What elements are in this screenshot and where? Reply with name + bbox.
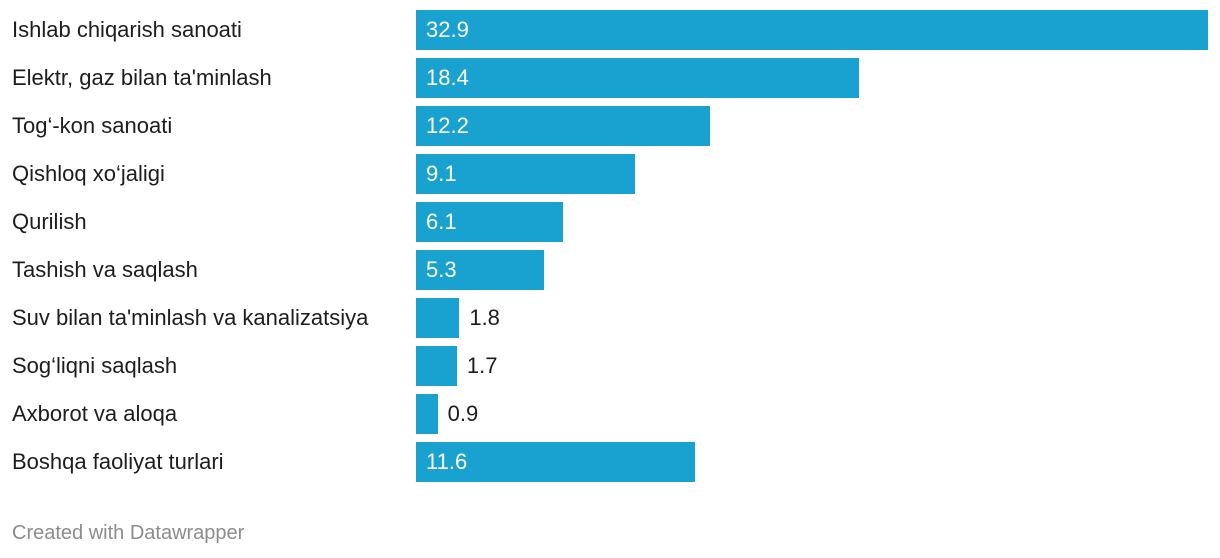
value-label: 18.4	[426, 65, 469, 90]
value-label: 1.7	[466, 353, 498, 378]
bar	[416, 442, 696, 482]
bar	[416, 394, 438, 434]
bar-row: Tashish va saqlash 5.3	[0, 250, 1220, 290]
category-label: Axborot va aloqa	[12, 401, 178, 426]
bar-row: Elektr, gaz bilan ta'minlash 18.4	[0, 58, 1220, 98]
bar	[416, 10, 1208, 50]
value-label: 11.6	[426, 449, 468, 474]
bar-row: Boshqa faoliyat turlari 11.6	[0, 442, 1220, 482]
footer-credit: Created with Datawrapper	[12, 522, 245, 544]
bar	[416, 346, 457, 386]
category-label: Boshqa faoliyat turlari	[12, 449, 224, 474]
category-label: Qurilish	[12, 209, 87, 234]
bar	[416, 154, 636, 194]
bar-row: Suv bilan ta'minlash va kanalizatsiya 1.8	[0, 298, 1220, 338]
category-label: Elektr, gaz bilan ta'minlash	[12, 65, 272, 90]
bar	[416, 202, 563, 242]
bar-row: Qishloq xo‘jaligi 9.1	[0, 154, 1220, 194]
bar-row: Ishlab chiqarish sanoati 32.9	[0, 10, 1220, 50]
value-label: 6.1	[426, 209, 457, 234]
value-label: 9.1	[426, 161, 457, 186]
bar-row: Axborot va aloqa 0.9	[0, 394, 1220, 434]
bar	[416, 298, 460, 338]
bar-row: Sog‘liqni saqlash 1.7	[0, 346, 1220, 386]
bar	[416, 250, 544, 290]
value-label: 1.8	[469, 305, 500, 330]
category-label: Tashish va saqlash	[12, 257, 198, 282]
value-label: 0.9	[447, 401, 479, 426]
category-label: Sog‘liqni saqlash	[12, 353, 178, 378]
value-label: 12.2	[426, 113, 469, 138]
category-label: Tog‘-kon sanoati	[12, 113, 173, 138]
bar-row: Tog‘-kon sanoati 12.2	[0, 106, 1220, 146]
value-label: 5.3	[426, 257, 457, 282]
value-label: 32.9	[426, 17, 469, 42]
bar-row: Qurilish 6.1	[0, 202, 1220, 242]
category-label: Ishlab chiqarish sanoati	[12, 17, 242, 42]
bar	[416, 58, 859, 98]
category-label: Suv bilan ta'minlash va kanalizatsiya	[12, 305, 369, 330]
bar	[416, 106, 710, 146]
category-label: Qishloq xo‘jaligi	[12, 161, 165, 186]
